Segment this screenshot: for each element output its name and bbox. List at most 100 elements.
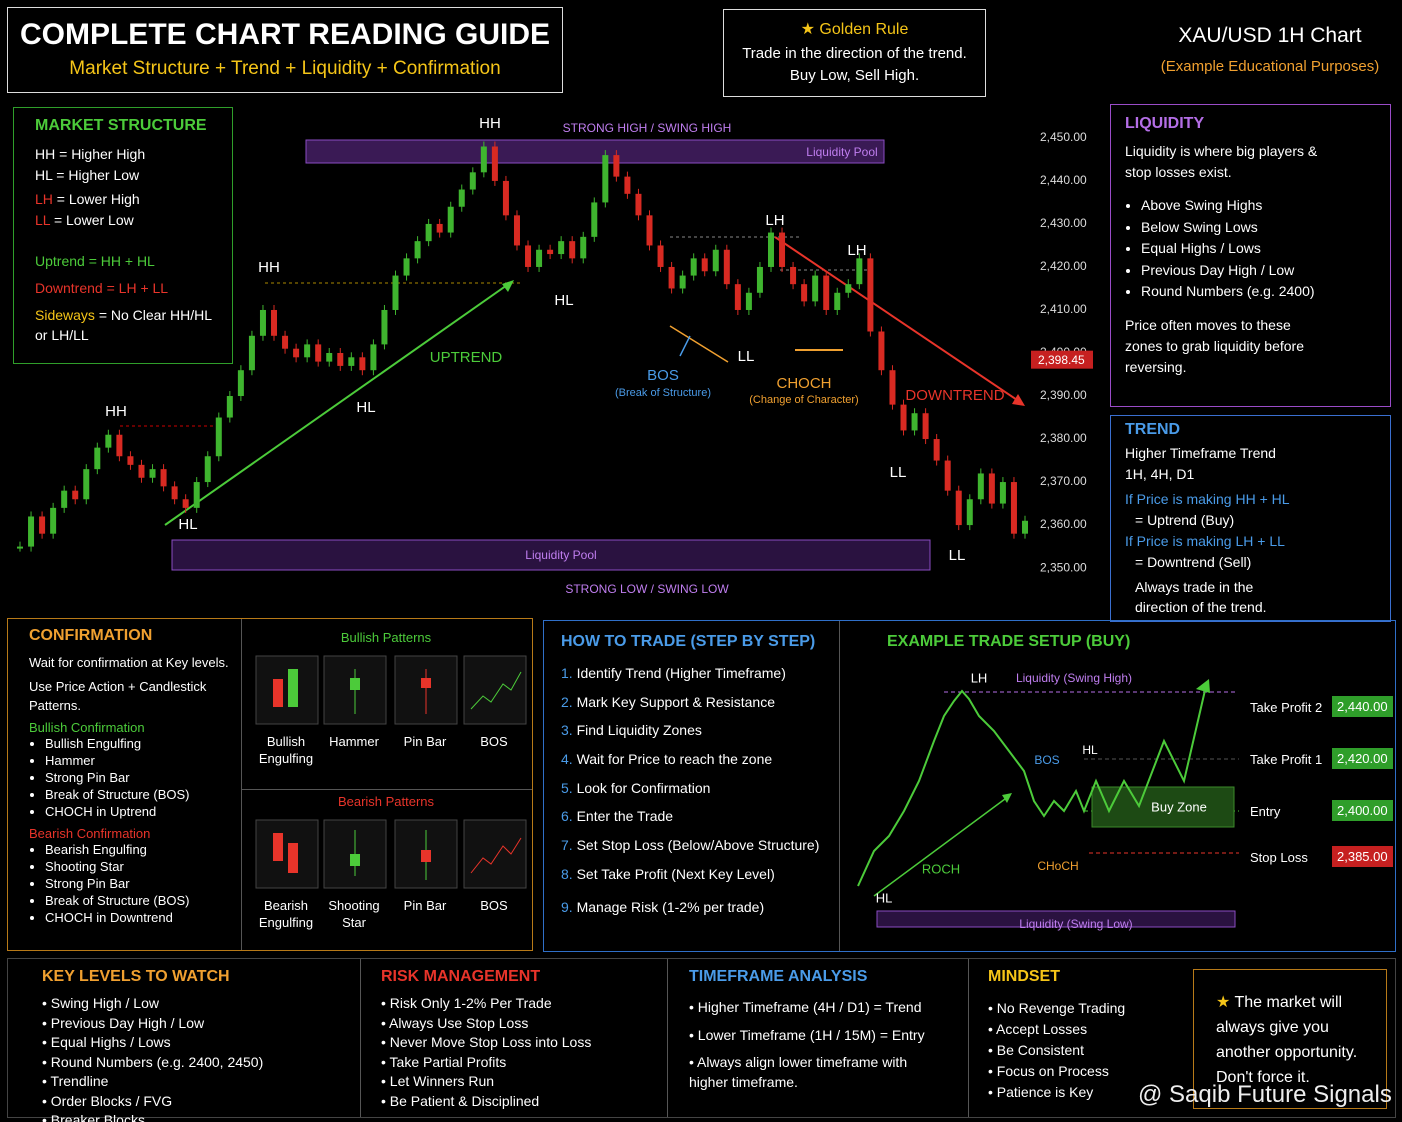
candle (326, 353, 333, 362)
example-chart: LH Liquidity (Swing High) BOS HL Buy Zon… (857, 670, 1239, 931)
ms-item: HL = Higher Low (35, 165, 232, 186)
pattern-label: BOS (480, 734, 508, 749)
divider (667, 959, 668, 1117)
trend-down: = Downtrend (Sell) (1135, 554, 1252, 570)
candle (50, 507, 57, 534)
candle (944, 460, 951, 491)
list-item: Let Winners Run (381, 1072, 591, 1092)
patterns-title: Bullish Patterns (340, 630, 432, 645)
swing-label: LL (949, 547, 966, 564)
pattern-label: Pin Bar (403, 734, 447, 749)
liquidity-outro: Price often moves to these zones to grab… (1125, 316, 1304, 375)
candle (933, 439, 940, 461)
bos-pointer (679, 335, 691, 357)
ms-rule: Sideways = No Clear HH/HL or LH/LL (35, 305, 215, 345)
candle (138, 464, 145, 478)
candle (204, 456, 211, 483)
candle (83, 469, 90, 500)
list-item: Higher Timeframe (4H / D1) = Trend (689, 998, 949, 1018)
swing-label: HH (105, 403, 127, 420)
candle (425, 223, 432, 242)
y-tick-label: 2,450.00 (1040, 130, 1087, 144)
step: 5. Look for Confirmation (561, 780, 819, 809)
candle (72, 490, 79, 500)
candle (767, 232, 774, 267)
list-item: Always align lower timeframe with higher… (689, 1053, 949, 1092)
candle (1022, 520, 1028, 534)
candle (613, 155, 620, 177)
y-tick-label: 2,360.00 (1040, 517, 1087, 531)
trend-down: If Price is making LH + LL (1125, 533, 1285, 549)
list-item: Strong Pin Bar (45, 875, 229, 892)
rule-line: Buy Low, Sell High. (789, 67, 920, 84)
list-item: Hammer (45, 752, 229, 769)
candle (900, 404, 907, 431)
candle (447, 206, 454, 233)
setup-label: Liquidity (Swing High) (1016, 671, 1132, 685)
confirmation-text: CONFIRMATION Wait for confirmation at Ke… (29, 627, 229, 926)
list-item: Order Blocks / FVG (42, 1092, 263, 1112)
step-number: 1. (561, 665, 573, 681)
candle (845, 284, 852, 293)
icons-bull (255, 655, 527, 725)
step: 2. Mark Key Support & Resistance (561, 694, 819, 723)
candle (271, 309, 278, 336)
setup-label: ROCH (922, 861, 960, 876)
panel-title: CONFIRMATION (29, 627, 153, 644)
step-text: Set Stop Loss (Below/Above Structure) (576, 837, 820, 854)
candle (248, 335, 255, 371)
panel-title: MARKET STRUCTURE (35, 117, 207, 134)
list-item: Lower Timeframe (1H / 15M) = Entry (689, 1026, 949, 1046)
candle (381, 309, 388, 345)
candle (878, 331, 885, 371)
step-number: 3. (561, 722, 573, 739)
level-label: Entry (1250, 804, 1281, 819)
candle (480, 146, 487, 173)
step-text: Find Liquidity Zones (576, 722, 702, 739)
candle (17, 546, 23, 549)
pattern-label: Hammer (329, 734, 379, 749)
watermark: @ Saqib Future Signals (1138, 1081, 1392, 1108)
trend-panel: TREND Higher Timeframe Trend 1H, 4H, D1 … (1110, 415, 1391, 622)
list-item: Be Consistent (988, 1040, 1125, 1061)
candle (679, 275, 686, 289)
list-item: Shooting Star (45, 858, 229, 875)
list-item: Swing High / Low (42, 994, 263, 1014)
trend-line: Higher Timeframe Trend (1125, 445, 1276, 461)
swing-low-label: STRONG LOW / SWING LOW (565, 582, 729, 596)
step-text: Enter the Trade (576, 808, 674, 825)
ms-item: LH = Lower High (35, 189, 232, 210)
mindset: MINDSET No Revenge TradingAccept LossesBe… (988, 968, 1125, 1103)
risk: RISK MANAGEMENT Risk Only 1-2% Per TradeA… (381, 968, 591, 1111)
def: = Higher Low (56, 167, 140, 183)
list-item: Bearish Engulfing (45, 841, 229, 858)
conf-subtitle: Bearish Confirmation (29, 826, 151, 841)
candle (392, 275, 399, 310)
swing-label: HL (554, 292, 573, 309)
candle (491, 146, 498, 181)
golden-rule: ★ Golden Rule Trade in the direction of … (723, 9, 986, 97)
list-item: Round Numbers (e.g. 2400, 2450) (42, 1053, 263, 1073)
bos-label: BOS (647, 367, 679, 384)
candle (193, 482, 200, 508)
step: 4. Wait for Price to reach the zone (561, 751, 819, 780)
candle (525, 245, 532, 267)
title: COMPLETE CHART READING GUIDE (19, 18, 550, 51)
y-tick-label: 2,370.00 (1040, 474, 1087, 488)
candle (856, 258, 863, 285)
candle (701, 258, 708, 272)
panel-title: EXAMPLE TRADE SETUP (BUY) (887, 633, 1131, 650)
level-label: Take Profit 1 (1250, 752, 1323, 767)
candle (469, 172, 476, 190)
step: 1. Identify Trend (Higher Timeframe) (561, 665, 819, 694)
list-item: Previous Day High / Low (42, 1014, 263, 1034)
candle (61, 490, 68, 508)
pattern-label: Pin Bar (403, 898, 447, 913)
candle (149, 469, 156, 478)
candle (370, 344, 377, 371)
candle (889, 370, 896, 405)
candle (259, 309, 266, 336)
step-text: Mark Key Support & Resistance (576, 693, 775, 710)
market-structure: MARKET STRUCTURE HH = Higher High HL = H… (13, 107, 233, 364)
candle (337, 353, 344, 366)
